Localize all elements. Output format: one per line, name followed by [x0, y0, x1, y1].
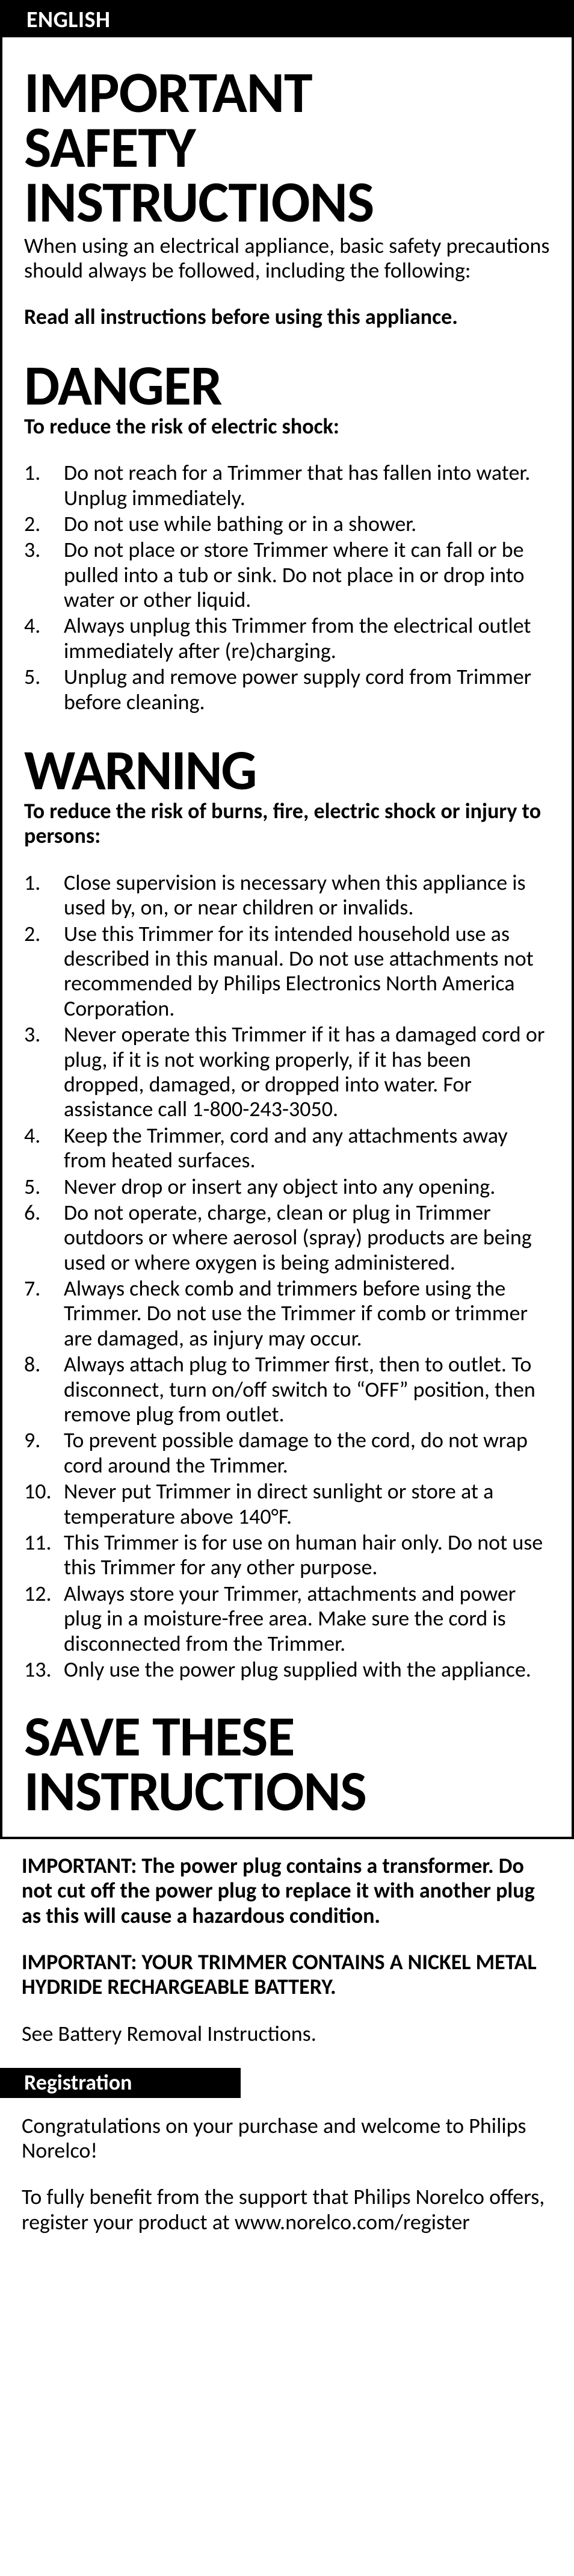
important-label-2: IMPORTANT: — [22, 1949, 137, 1975]
list-item-number: 6. — [24, 1200, 64, 1225]
list-item-text: Always attach plug to Trimmer first, the… — [64, 1352, 550, 1427]
list-item-text: Always unplug this Trimmer from the elec… — [64, 613, 550, 663]
list-item: 4.Keep the Trimmer, cord and any attachm… — [24, 1123, 550, 1173]
heading-save-l2: INSTRUCTIONS — [24, 1757, 366, 1826]
list-item: 4.Always unplug this Trimmer from the el… — [24, 613, 550, 663]
list-item-number: 2. — [24, 922, 64, 946]
list-item-number: 10. — [24, 1479, 64, 1504]
list-item: 11.This Trimmer is for use on human hair… — [24, 1530, 550, 1580]
list-item-text: Always check comb and trimmers before us… — [64, 1276, 550, 1351]
list-item-text: Never drop or insert any object into any… — [64, 1175, 550, 1199]
list-item: 2.Use this Trimmer for its intended hous… — [24, 922, 550, 1022]
important-label-1: IMPORTANT: — [22, 1852, 137, 1879]
language-header: ENGLISH — [2, 2, 572, 37]
list-item-number: 7. — [24, 1276, 64, 1301]
list-item-number: 5. — [24, 665, 64, 689]
heading-important: IMPORTANT SAFETY INSTRUCTIONS — [24, 65, 550, 230]
list-item: 10.Never put Trimmer in direct sunlight … — [24, 1479, 550, 1529]
registration-header: Registration — [0, 2068, 241, 2097]
list-item-text: This Trimmer is for use on human hair on… — [64, 1530, 550, 1580]
benefit-para: To fully benefit from the support that P… — [22, 2185, 552, 2235]
congrats-para: Congratulations on your purchase and wel… — [22, 2114, 552, 2164]
important-intro: When using an electrical appliance, basi… — [24, 234, 550, 284]
see-battery: See Battery Removal Instructions. — [22, 2022, 552, 2046]
heading-save: SAVE THESE INSTRUCTIONS — [24, 1710, 550, 1818]
warning-subhead: To reduce the risk of burns, fire, elect… — [24, 799, 550, 849]
list-item-number: 4. — [24, 613, 64, 638]
list-item-number: 5. — [24, 1175, 64, 1199]
list-item-text: Never put Trimmer in direct sunlight or … — [64, 1479, 550, 1529]
list-item-number: 4. — [24, 1123, 64, 1148]
list-item: 5.Never drop or insert any object into a… — [24, 1175, 550, 1199]
list-item: 8.Always attach plug to Trimmer first, t… — [24, 1352, 550, 1427]
heading-warning: WARNING — [24, 742, 550, 799]
list-item: 3.Do not place or store Trimmer where it… — [24, 538, 550, 612]
list-item: 6.Do not operate, charge, clean or plug … — [24, 1200, 550, 1275]
important-note-1: IMPORTANT: The power plug contains a tra… — [22, 1854, 552, 1928]
list-item: 5.Unplug and remove power supply cord fr… — [24, 665, 550, 715]
list-item-text: Unplug and remove power supply cord from… — [64, 665, 550, 715]
list-item-number: 2. — [24, 512, 64, 536]
list-item: 7.Always check comb and trimmers before … — [24, 1276, 550, 1351]
below-box-content: IMPORTANT: The power plug contains a tra… — [0, 1839, 574, 2274]
list-item: 12.Always store your Trimmer, attachment… — [24, 1581, 550, 1656]
list-item-text: Only use the power plug supplied with th… — [64, 1657, 550, 1682]
main-content: IMPORTANT SAFETY INSTRUCTIONS When using… — [2, 37, 572, 1837]
list-item-text: Do not use while bathing or in a shower. — [64, 512, 550, 536]
list-item: 13.Only use the power plug supplied with… — [24, 1657, 550, 1682]
list-item-number: 9. — [24, 1428, 64, 1453]
read-all-line: Read all instructions before using this … — [24, 305, 550, 329]
list-item-number: 12. — [24, 1581, 64, 1606]
list-item-text: Do not operate, charge, clean or plug in… — [64, 1200, 550, 1275]
list-item-number: 8. — [24, 1352, 64, 1377]
list-item-text: Do not reach for a Trimmer that has fall… — [64, 461, 550, 511]
important-note-2: IMPORTANT: YOUR TRIMMER CONTAINS A NICKE… — [22, 1950, 552, 2000]
page-frame: ENGLISH IMPORTANT SAFETY INSTRUCTIONS Wh… — [0, 0, 574, 1839]
list-item-text: Keep the Trimmer, cord and any attachmen… — [64, 1123, 550, 1173]
list-item: 9.To prevent possible damage to the cord… — [24, 1428, 550, 1478]
list-item-text: Never operate this Trimmer if it has a d… — [64, 1022, 550, 1122]
list-item-number: 3. — [24, 538, 64, 562]
list-item-number: 1. — [24, 461, 64, 485]
danger-subhead: To reduce the risk of electric shock: — [24, 414, 550, 439]
list-item-number: 13. — [24, 1657, 64, 1682]
danger-list: 1.Do not reach for a Trimmer that has fa… — [24, 461, 550, 715]
list-item-text: Do not place or store Trimmer where it c… — [64, 538, 550, 612]
list-item-text: To prevent possible damage to the cord, … — [64, 1428, 550, 1478]
list-item-number: 1. — [24, 871, 64, 895]
list-item-number: 3. — [24, 1022, 64, 1047]
list-item: 1.Close supervision is necessary when th… — [24, 871, 550, 920]
warning-list: 1.Close supervision is necessary when th… — [24, 871, 550, 1683]
list-item-text: Use this Trimmer for its intended househ… — [64, 922, 550, 1022]
list-item-text: Close supervision is necessary when this… — [64, 871, 550, 920]
list-item: 1.Do not reach for a Trimmer that has fa… — [24, 461, 550, 511]
list-item-text: Always store your Trimmer, attachments a… — [64, 1581, 550, 1656]
list-item: 2.Do not use while bathing or in a showe… — [24, 512, 550, 536]
heading-important-l3: INSTRUCTIONS — [24, 167, 374, 237]
heading-danger: DANGER — [24, 358, 550, 414]
list-item-number: 11. — [24, 1530, 64, 1555]
list-item: 3.Never operate this Trimmer if it has a… — [24, 1022, 550, 1122]
